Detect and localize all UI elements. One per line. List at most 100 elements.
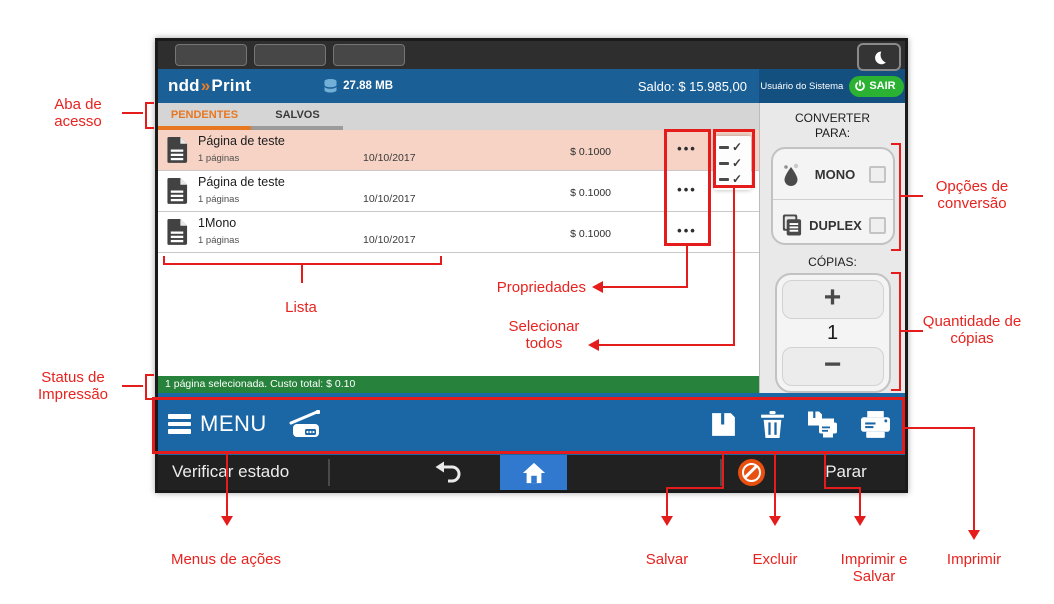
drop-icon bbox=[780, 162, 802, 186]
convert-options: MONO DUPLEX bbox=[770, 147, 895, 245]
logo-print: Print bbox=[211, 76, 252, 95]
annotation-line bbox=[145, 102, 147, 129]
job-properties-button[interactable]: ••• bbox=[677, 182, 697, 197]
annotation-line bbox=[145, 127, 154, 129]
annotation-arrowhead bbox=[769, 516, 781, 526]
copies-stepper: + 1 − bbox=[774, 273, 891, 393]
tab-pendentes-label: PENDENTES bbox=[170, 109, 239, 121]
options-panel: CONVERTER PARA: MONO DUPLEX bbox=[759, 103, 905, 393]
select-all-checklist-icon: ✓ bbox=[719, 172, 751, 186]
empty-tab[interactable] bbox=[333, 44, 405, 66]
logo-chevron: » bbox=[200, 76, 211, 95]
active-tab-underline bbox=[158, 126, 251, 130]
annotation-arrowhead bbox=[588, 339, 599, 351]
annotation-line bbox=[145, 102, 154, 104]
job-row[interactable]: 1Mono 1 páginas 10/10/2017 $ 0.1000 ••• bbox=[158, 212, 759, 253]
memory-value: 27.88 MB bbox=[343, 80, 394, 92]
action-toolbar: MENU bbox=[158, 393, 905, 455]
crescent-moon-icon bbox=[871, 49, 888, 66]
logout-button[interactable]: SAIR bbox=[849, 75, 904, 97]
empty-tab[interactable] bbox=[175, 44, 247, 66]
tab-salvos-label: SALVOS bbox=[275, 109, 320, 121]
print-button[interactable] bbox=[860, 410, 891, 439]
duplex-button[interactable]: DUPLEX bbox=[772, 199, 893, 243]
copies-value: 1 bbox=[826, 322, 839, 344]
annotation-aba-de-acesso: Aba de acesso bbox=[54, 96, 102, 130]
tab-strip: PENDENTES SALVOS bbox=[158, 103, 759, 130]
annotation-line bbox=[440, 256, 442, 265]
annotation-box-toolbar bbox=[152, 397, 905, 454]
annotation-menus-de-acoes: Menus de ações bbox=[170, 551, 282, 568]
user-panel: Usuário do Sistema SAIR bbox=[759, 69, 905, 103]
empty-tab[interactable] bbox=[254, 44, 326, 66]
job-pages: 1 páginas bbox=[198, 194, 240, 205]
nav-divider bbox=[328, 459, 330, 486]
annotation-line bbox=[891, 143, 901, 145]
annotation-imprimir: Imprimir bbox=[946, 551, 1002, 568]
stop-button[interactable]: Parar bbox=[825, 462, 867, 481]
delete-button[interactable] bbox=[759, 410, 786, 439]
select-all-checklist-icon: ✓ bbox=[719, 140, 751, 154]
copies-decrease-button[interactable]: − bbox=[781, 347, 884, 386]
tab-pendentes[interactable]: PENDENTES bbox=[158, 103, 251, 130]
annotation-line bbox=[824, 487, 861, 489]
annotation-line bbox=[145, 374, 147, 400]
annotation-box-select-all bbox=[713, 129, 755, 188]
job-row-selected[interactable]: Página de teste 1 páginas 10/10/2017 $ 0… bbox=[158, 130, 759, 171]
home-button[interactable] bbox=[500, 455, 567, 490]
job-title: Página de teste bbox=[198, 175, 285, 189]
job-date: 10/10/2017 bbox=[363, 234, 416, 246]
annotation-selecionar-todos: Selecionar todos bbox=[508, 318, 580, 352]
home-icon bbox=[522, 462, 545, 483]
convert-title: CONVERTER PARA: bbox=[794, 111, 871, 140]
annotation-line bbox=[301, 263, 303, 283]
annotation-line bbox=[899, 272, 901, 391]
hamburger-icon bbox=[168, 414, 191, 434]
job-properties-button[interactable]: ••• bbox=[677, 141, 697, 156]
print-and-save-button[interactable] bbox=[807, 410, 839, 439]
annotation-excluir: Excluir bbox=[752, 551, 798, 568]
job-row[interactable]: Página de teste 1 páginas 10/10/2017 $ 0… bbox=[158, 171, 759, 212]
mono-label: MONO bbox=[814, 166, 856, 182]
annotation-arrowhead bbox=[661, 516, 673, 526]
annotation-line bbox=[122, 112, 143, 114]
job-cost: $ 0.1000 bbox=[570, 228, 611, 240]
annotation-imprimir-e-salvar: Imprimir e Salvar bbox=[840, 551, 908, 585]
duplex-checkbox[interactable] bbox=[868, 216, 886, 234]
annotation-line bbox=[163, 256, 165, 265]
select-all-button[interactable]: ✓ ✓ ✓ bbox=[714, 136, 751, 190]
job-pages: 1 páginas bbox=[198, 235, 240, 246]
annotation-line bbox=[891, 249, 901, 251]
copies-increase-button[interactable]: + bbox=[781, 280, 884, 319]
stop-icon[interactable] bbox=[738, 459, 765, 486]
menu-button[interactable]: MENU bbox=[200, 411, 267, 436]
annotation-arrowhead bbox=[592, 281, 603, 293]
database-icon bbox=[323, 78, 338, 95]
job-title: 1Mono bbox=[198, 216, 237, 230]
verify-state-button[interactable]: Verificar estado bbox=[172, 462, 290, 481]
annotation-line bbox=[859, 487, 861, 517]
annotation-salvar: Salvar bbox=[645, 551, 689, 568]
document-icon bbox=[166, 217, 189, 251]
save-button[interactable] bbox=[709, 410, 738, 439]
job-properties-button[interactable]: ••• bbox=[677, 223, 697, 238]
annotation-propriedades: Propriedades bbox=[496, 279, 586, 296]
job-date: 10/10/2017 bbox=[363, 152, 416, 164]
mono-button[interactable]: MONO bbox=[773, 149, 893, 199]
job-cost: $ 0.1000 bbox=[570, 146, 611, 158]
annotation-line bbox=[733, 188, 735, 346]
annotation-line bbox=[122, 385, 143, 387]
status-bar: 1 página selecionada. Custo total: $ 0.1… bbox=[158, 376, 759, 393]
annotation-line bbox=[774, 453, 776, 517]
card-reader-icon[interactable] bbox=[283, 407, 323, 441]
duplex-label: DUPLEX bbox=[809, 217, 862, 233]
annotation-line bbox=[824, 453, 826, 489]
tab-salvos[interactable]: SALVOS bbox=[251, 103, 344, 130]
night-mode-button[interactable] bbox=[857, 43, 901, 71]
back-button[interactable] bbox=[434, 461, 462, 488]
balance-label: Saldo: $ 15.985,00 bbox=[637, 78, 747, 94]
mono-checkbox[interactable] bbox=[868, 165, 886, 183]
document-icon bbox=[166, 135, 189, 169]
copies-title: CÓPIAS: bbox=[808, 255, 857, 269]
select-all-checklist-icon: ✓ bbox=[719, 156, 751, 170]
